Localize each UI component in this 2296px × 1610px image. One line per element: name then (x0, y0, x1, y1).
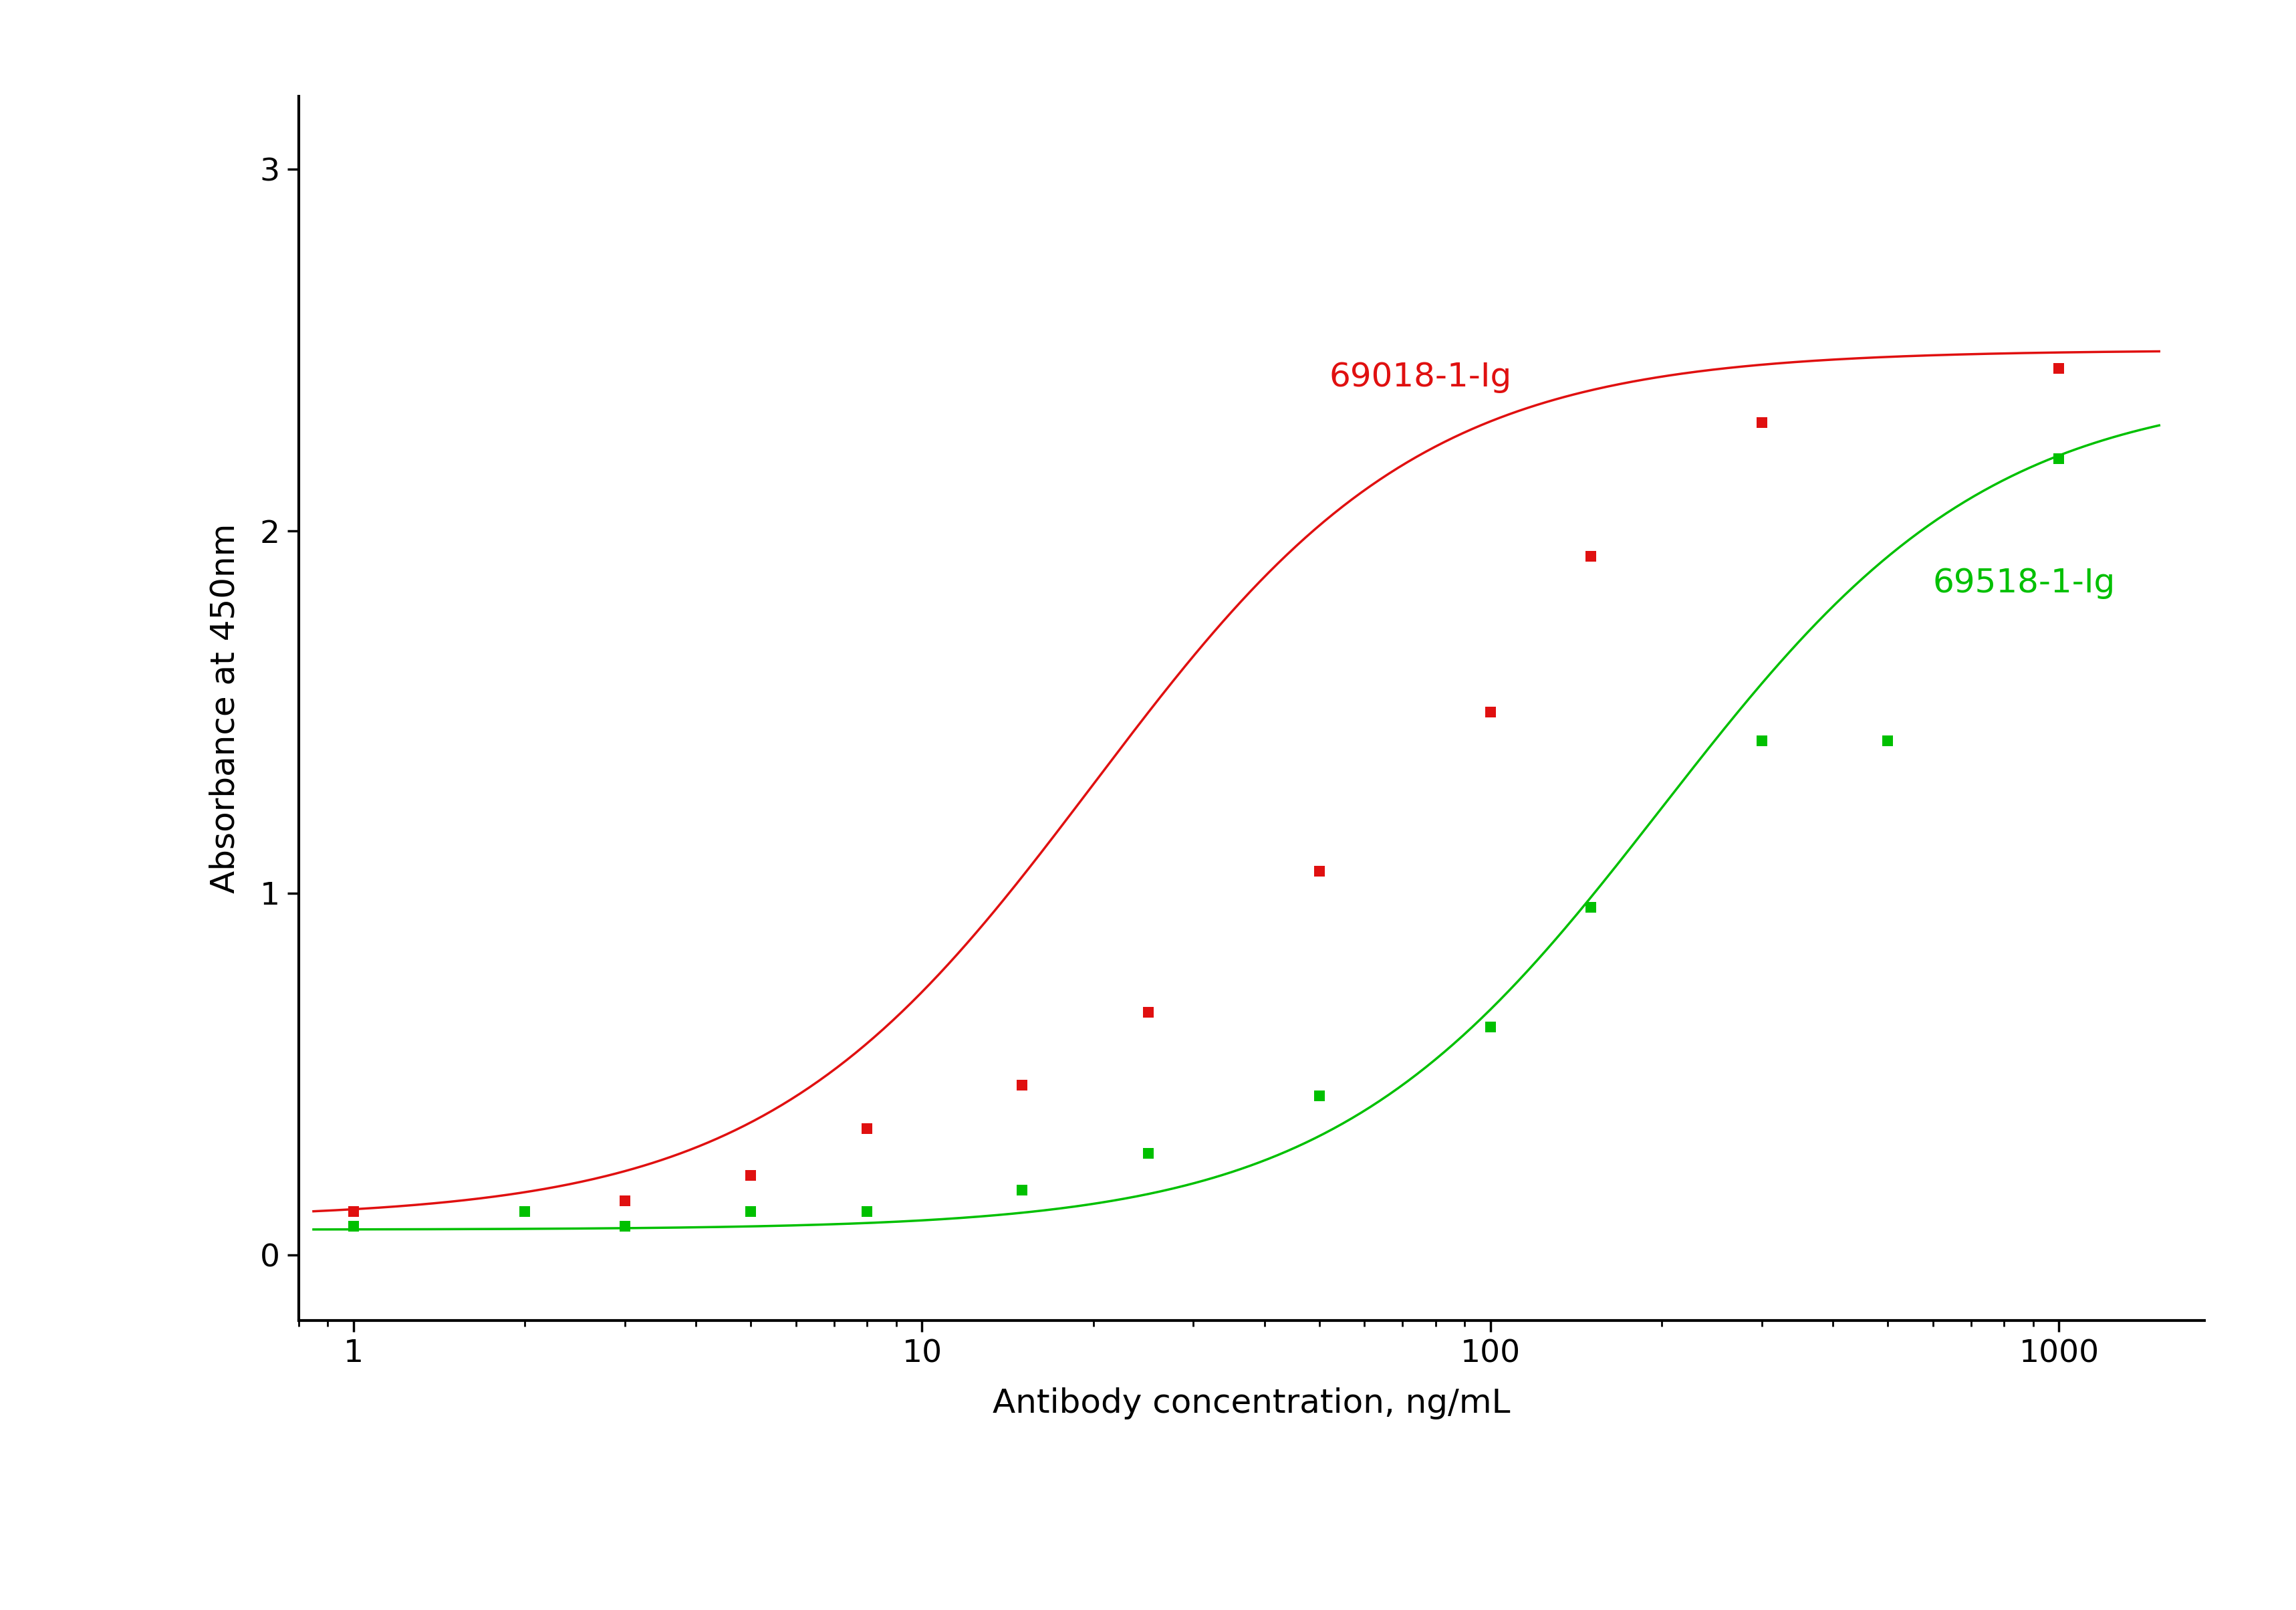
Point (1130, 1141, 1166, 1167)
Point (1130, 1000, 1166, 1026)
Point (1869, 728, 1906, 753)
Point (732, 1162, 769, 1188)
Point (732, 1199, 769, 1225)
Point (1573, 544, 1609, 570)
Y-axis label: Absorbance at 450nm: Absorbance at 450nm (209, 523, 241, 894)
Point (1573, 895, 1609, 921)
Point (507, 1199, 544, 1225)
Point (1472, 699, 1508, 724)
Point (335, 1214, 372, 1240)
Point (1302, 858, 1339, 884)
Point (850, 1199, 886, 1225)
Point (850, 1116, 886, 1141)
X-axis label: Antibody concentration, ng/mL: Antibody concentration, ng/mL (992, 1388, 1511, 1420)
Point (1003, 1177, 1040, 1203)
Point (1003, 1072, 1040, 1098)
Point (1302, 1084, 1339, 1109)
Point (335, 1199, 372, 1225)
Text: 69018-1-Ig: 69018-1-Ig (1329, 361, 1511, 393)
Point (1743, 728, 1779, 753)
Point (606, 1214, 643, 1240)
Point (606, 1188, 643, 1214)
Point (1743, 409, 1779, 435)
Point (1472, 1014, 1508, 1040)
Point (2041, 446, 2078, 472)
Point (507, 1199, 544, 1225)
Text: 69518-1-Ig: 69518-1-Ig (1933, 567, 2115, 599)
Point (2041, 356, 2078, 382)
